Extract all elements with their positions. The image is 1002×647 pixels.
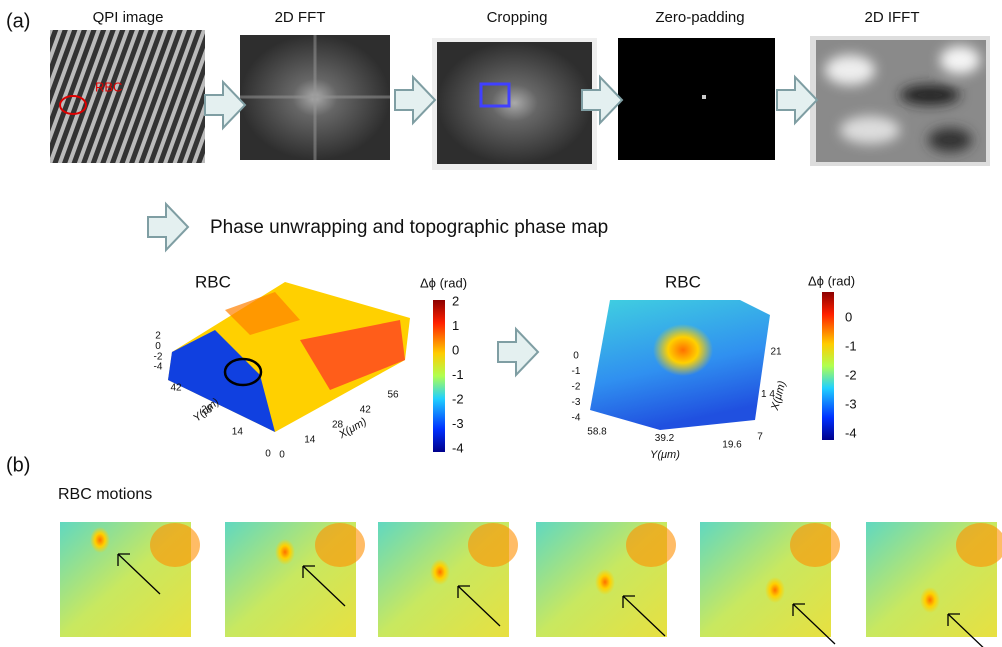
step-title: Cropping: [487, 9, 548, 26]
x-tick-label: 14: [304, 435, 316, 446]
x-tick-label: 28: [332, 420, 344, 431]
rbc-blob: [595, 569, 615, 595]
x-tick-label: 7: [757, 432, 763, 443]
step-title: Zero-padding: [655, 9, 744, 26]
rbc-blob: [765, 577, 785, 603]
colorbar-tick-label: -2: [845, 367, 857, 382]
z-tick-label: -4: [572, 413, 581, 424]
x-tick-label: 21: [770, 347, 782, 358]
hot-region: [315, 523, 365, 567]
colorbar: [433, 300, 445, 452]
y-tick-label: 42: [170, 383, 182, 394]
colorbar-tick-label: -1: [452, 367, 464, 382]
z-tick-label: -3: [572, 397, 581, 408]
colorbar-tick-label: -2: [452, 391, 464, 406]
motion-panels: [60, 522, 1002, 647]
panel-label: (b): [6, 454, 30, 476]
x-tick-label: 1 4: [761, 389, 775, 400]
z-tick-label: -2: [572, 382, 581, 393]
x-tick-label: 42: [360, 405, 372, 416]
y-tick-label: 28: [201, 405, 213, 416]
flow-arrow: [148, 204, 188, 250]
colorbar: [822, 292, 834, 440]
section-title: RBC motions: [58, 486, 152, 503]
flow-arrow: [395, 77, 435, 123]
hot-region: [468, 523, 518, 567]
z-tick-label: -1: [572, 366, 581, 377]
colorbar-tick-label: -4: [452, 440, 464, 455]
zero-padding-dot: [702, 95, 706, 99]
y-tick-label: 19.6: [722, 440, 742, 451]
rbc-blob: [430, 559, 450, 585]
flow-arrow: [205, 82, 245, 128]
rbc-blob: [275, 539, 295, 565]
plot-title: RBC: [665, 272, 701, 291]
plot-title: RBC: [195, 272, 231, 291]
colorbar-tick-label: 0: [452, 342, 459, 357]
colorbar-tick-label: -4: [845, 425, 857, 440]
colorbar-tick-label: 1: [452, 318, 459, 333]
y-tick-label: 0: [265, 449, 271, 460]
hot-region: [626, 523, 676, 567]
step-title: QPI image: [93, 9, 164, 26]
x-tick-label: 56: [387, 390, 399, 401]
colorbar-label: Δϕ (rad): [808, 273, 855, 288]
x-tick-label: 0: [279, 450, 285, 461]
ifft-image: [816, 40, 986, 162]
rbc-blob: [920, 587, 940, 613]
rbc-bump: [653, 324, 713, 376]
colorbar-tick-label: -1: [845, 338, 857, 353]
y-tick-label: 58.8: [587, 427, 607, 438]
caption: Phase unwrapping and topographic phase m…: [210, 217, 608, 238]
y-tick-label: 39.2: [655, 433, 675, 444]
colorbar-tick-label: -3: [845, 396, 857, 411]
hot-region: [790, 523, 840, 567]
flow-arrow: [498, 329, 538, 375]
step-title: 2D FFT: [275, 9, 326, 26]
rbc-blob: [90, 527, 110, 553]
hot-region: [150, 523, 200, 567]
crop-image: [437, 42, 592, 164]
rbc-marker: RBC: [95, 79, 122, 94]
y-tick-label: 14: [232, 427, 244, 438]
colorbar-label: Δϕ (rad): [420, 275, 467, 290]
z-tick-label: -4: [154, 362, 163, 373]
zero-padding-image: [618, 38, 775, 160]
y-label: Y(μm): [650, 449, 680, 461]
colorbar-tick-label: 2: [452, 293, 459, 308]
colorbar-tick-label: 0: [845, 309, 852, 324]
panel-label: (a): [6, 10, 30, 32]
figure: (a) RBC Phase unwrapping and topographic…: [0, 0, 1002, 647]
step-title: 2D IFFT: [865, 9, 920, 26]
z-tick-label: 0: [573, 351, 579, 362]
colorbar-tick-label: -3: [452, 416, 464, 431]
